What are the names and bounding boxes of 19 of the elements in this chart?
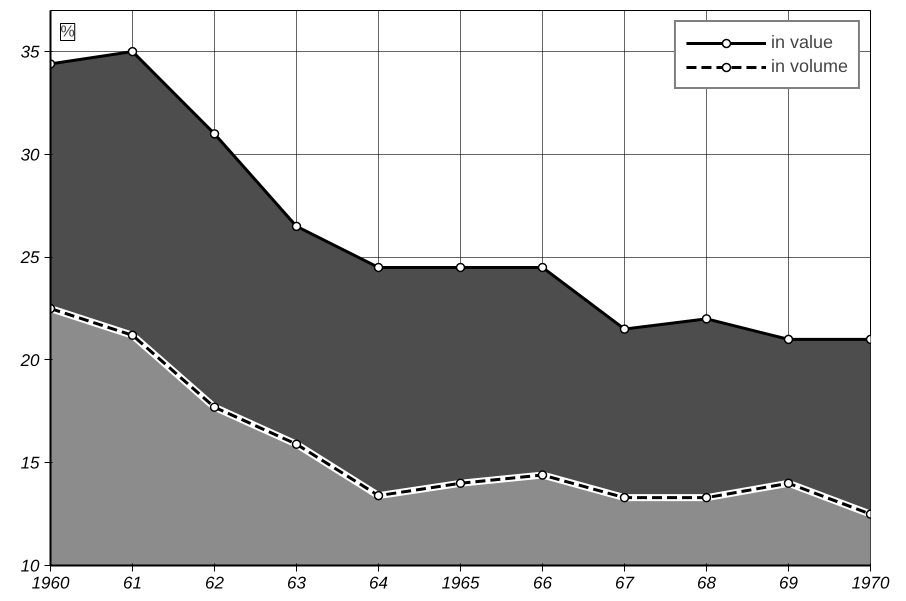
y-tick-label: 20 <box>20 350 40 370</box>
y-tick-label: 15 <box>20 454 40 473</box>
y-tick-label: 10 <box>20 556 40 576</box>
x-tick-label: 69 <box>779 574 798 592</box>
x-tick-label: 64 <box>369 574 388 592</box>
y-tick-label: 30 <box>20 145 40 164</box>
x-tick-label: 68 <box>697 574 716 592</box>
y-tick-label: 25 <box>20 248 40 268</box>
x-tick-label: 67 <box>615 574 634 592</box>
x-tick-label: 66 <box>533 574 552 592</box>
x-tick-label: 61 <box>123 574 142 592</box>
legend-label: in volume <box>770 56 848 77</box>
x-tick-label: 1970 <box>852 574 890 592</box>
y-tick-label: 35 <box>20 42 40 62</box>
x-tick-label: 62 <box>205 574 224 592</box>
x-tick-label: 63 <box>287 574 306 592</box>
legend-label: in value <box>770 32 833 53</box>
x-tick-label: 1965 <box>442 574 480 592</box>
x-tick-label: 1960 <box>32 574 70 592</box>
